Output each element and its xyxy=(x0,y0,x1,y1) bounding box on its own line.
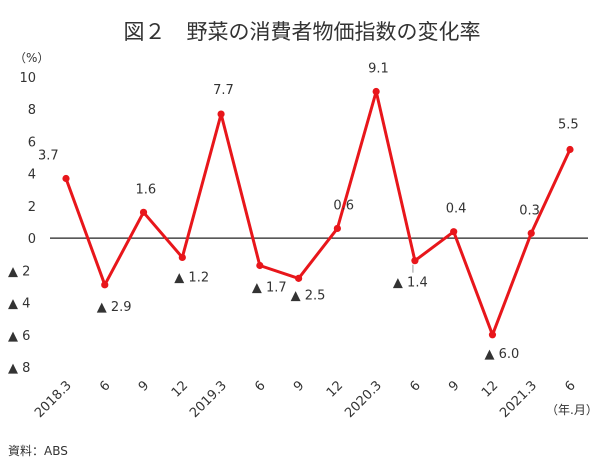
x-tick-label: 12 xyxy=(479,378,501,400)
data-label: 0.6 xyxy=(333,198,354,213)
data-label: ▲ 1.7 xyxy=(252,281,287,296)
chart-title: 図２ 野菜の消費者物価指数の変化率 xyxy=(124,20,481,44)
x-tick-label: 6 xyxy=(97,378,113,394)
x-tick-label: 2018.3 xyxy=(32,378,75,421)
data-point xyxy=(178,253,186,262)
data-label: 9.1 xyxy=(368,62,389,77)
x-unit-label: （年.月） xyxy=(546,403,598,417)
data-label: 3.7 xyxy=(38,149,59,164)
x-tick-label: 6 xyxy=(562,378,578,394)
y-tick-label: 2 xyxy=(28,200,36,215)
data-point xyxy=(101,281,109,289)
data-point xyxy=(256,261,264,270)
data-label: ▲ 2.5 xyxy=(291,288,326,303)
data-label: 0.4 xyxy=(446,202,467,217)
data-label: ▲ 6.0 xyxy=(484,347,519,362)
x-tick-label: 2020.3 xyxy=(342,378,385,421)
x-tick-label: 9 xyxy=(291,378,307,394)
y-tick-label: ▲ 4 xyxy=(8,297,30,312)
data-label: 1.6 xyxy=(136,182,157,197)
data-label: ▲ 1.2 xyxy=(174,270,209,285)
data-point xyxy=(566,145,574,154)
data-label: ▲ 2.9 xyxy=(97,300,132,315)
x-tick-label: 9 xyxy=(136,378,152,394)
y-unit-label: （%） xyxy=(14,51,49,65)
data-point xyxy=(295,274,303,282)
x-tick-label: 2021.3 xyxy=(497,378,540,421)
y-tick-label: 10 xyxy=(19,71,36,86)
data-point xyxy=(527,229,535,237)
y-tick-label: 8 xyxy=(28,103,36,118)
data-label: 0.3 xyxy=(519,203,540,218)
y-tick-label: 0 xyxy=(28,232,36,247)
y-tick-label: ▲ 6 xyxy=(8,329,30,344)
data-labels: 3.7 ▲ 2.9 1.6 ▲ 1.2 7.7 ▲ 1.7 ▲ 2.5 0.6 9.1 ▲ 1.4… xyxy=(38,62,579,362)
data-point xyxy=(411,257,419,265)
x-tick-label: 6 xyxy=(407,378,423,394)
data-point xyxy=(488,331,497,339)
data-label: 7.7 xyxy=(213,83,234,98)
data-point xyxy=(372,87,380,96)
x-tick-label: 2019.3 xyxy=(187,378,230,421)
data-point xyxy=(450,228,458,236)
x-tick-label: 9 xyxy=(446,378,462,394)
x-tick-label: 6 xyxy=(252,378,268,394)
series-line xyxy=(62,87,574,339)
data-point xyxy=(62,174,70,183)
data-point xyxy=(139,208,148,216)
data-point xyxy=(333,224,341,233)
series-line-path xyxy=(64,90,572,337)
y-tick-label: 4 xyxy=(28,168,36,183)
y-tick-label: ▲ 2 xyxy=(8,264,30,279)
source-note: 資料：ABS xyxy=(8,444,68,458)
x-tick-label: 12 xyxy=(324,378,346,400)
data-point xyxy=(217,110,225,118)
y-axis: 10 8 6 4 2 0 ▲ 2 ▲ 4 ▲ 6 ▲ 8 xyxy=(8,71,36,376)
data-label: 5.5 xyxy=(558,118,579,133)
y-tick-label: 6 xyxy=(28,135,36,150)
x-tick-label: 12 xyxy=(169,378,191,400)
y-tick-label: ▲ 8 xyxy=(8,361,30,376)
data-label: ▲ 1.4 xyxy=(393,276,428,291)
